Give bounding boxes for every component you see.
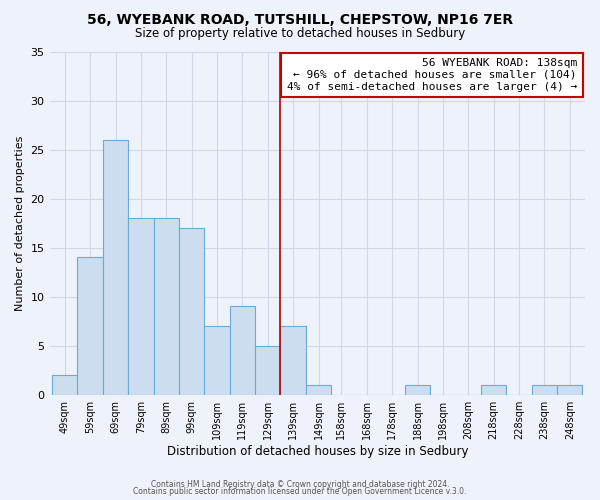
Text: Contains public sector information licensed under the Open Government Licence v.: Contains public sector information licen… bbox=[133, 488, 467, 496]
Bar bbox=[306, 385, 331, 394]
Y-axis label: Number of detached properties: Number of detached properties bbox=[15, 136, 25, 311]
Bar bbox=[557, 385, 583, 394]
Bar bbox=[280, 326, 306, 394]
Bar bbox=[52, 375, 77, 394]
Bar bbox=[154, 218, 179, 394]
Text: 56, WYEBANK ROAD, TUTSHILL, CHEPSTOW, NP16 7ER: 56, WYEBANK ROAD, TUTSHILL, CHEPSTOW, NP… bbox=[87, 12, 513, 26]
Bar bbox=[255, 346, 280, 395]
X-axis label: Distribution of detached houses by size in Sedbury: Distribution of detached houses by size … bbox=[167, 444, 468, 458]
Bar bbox=[230, 306, 255, 394]
Bar bbox=[77, 258, 103, 394]
Bar bbox=[481, 385, 506, 394]
Bar bbox=[532, 385, 557, 394]
Bar bbox=[128, 218, 154, 394]
Text: Contains HM Land Registry data © Crown copyright and database right 2024.: Contains HM Land Registry data © Crown c… bbox=[151, 480, 449, 489]
Bar bbox=[103, 140, 128, 394]
Text: 56 WYEBANK ROAD: 138sqm
← 96% of detached houses are smaller (104)
4% of semi-de: 56 WYEBANK ROAD: 138sqm ← 96% of detache… bbox=[287, 58, 577, 92]
Bar bbox=[179, 228, 205, 394]
Bar bbox=[205, 326, 230, 394]
Text: Size of property relative to detached houses in Sedbury: Size of property relative to detached ho… bbox=[135, 28, 465, 40]
Bar bbox=[405, 385, 430, 394]
